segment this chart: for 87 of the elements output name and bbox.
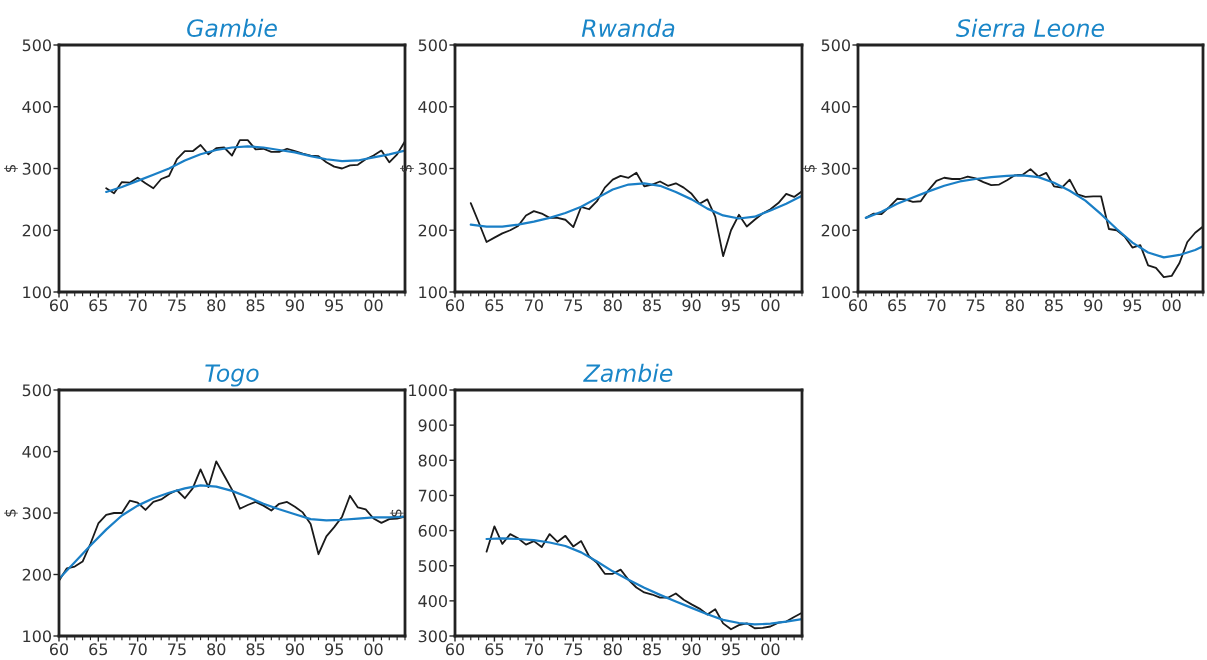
x-tick-label: 75 (564, 299, 583, 312)
y-tick-label: 500 (821, 39, 850, 52)
y-axis-title: $ (4, 509, 18, 517)
x-tick-label: 90 (682, 643, 701, 656)
y-tick-label: 100 (23, 630, 51, 643)
y-tick-label: 400 (22, 445, 51, 458)
y-tick-label: 300 (418, 630, 447, 643)
y-tick-label: 400 (821, 100, 850, 114)
y-tick-label: 700 (418, 489, 447, 502)
y-tick-label: 500 (22, 39, 51, 52)
line-series (485, 537, 802, 626)
x-tick-label: 85 (643, 299, 661, 312)
chart-title: Gambie (187, 18, 277, 37)
y-tick-label: 900 (418, 419, 447, 432)
line-series (864, 174, 1203, 259)
x-tick-label: 85 (246, 643, 265, 656)
x-tick-label: 00 (761, 643, 780, 656)
y-tick-label: 400 (22, 100, 51, 114)
y-tick-label: 300 (22, 162, 51, 175)
x-tick-label: 85 (643, 643, 661, 656)
x-tick-label: 60 (848, 299, 868, 312)
y-axis-title: $ (803, 164, 817, 173)
x-tick-label: 80 (1005, 299, 1024, 312)
x-tick-label: 60 (49, 299, 69, 312)
y-tick-label: 200 (22, 568, 51, 581)
x-tick-label: 70 (128, 643, 147, 656)
y-tick-label: 100 (419, 286, 447, 299)
y-tick-label: 400 (418, 595, 447, 608)
x-tick-label: 00 (1162, 299, 1181, 312)
x-tick-label: 65 (89, 643, 108, 656)
x-tick-label: 90 (1084, 299, 1103, 312)
x-tick-label: 80 (603, 643, 622, 656)
y-tick-label: 500 (22, 384, 51, 397)
chart-title: Rwanda (581, 18, 675, 37)
x-tick-label: 65 (888, 299, 906, 312)
y-tick-label: 500 (418, 39, 447, 52)
y-tick-label: 200 (821, 224, 850, 237)
y-tick-label: 200 (418, 224, 447, 237)
x-tick-label: 70 (128, 299, 147, 312)
x-tick-label: 65 (89, 299, 108, 312)
y-tick-label: 400 (418, 100, 447, 114)
x-tick-label: 85 (1044, 299, 1063, 312)
x-tick-label: 75 (168, 643, 186, 656)
y-tick-label: 500 (418, 559, 447, 573)
x-tick-label: 90 (285, 643, 305, 656)
x-tick-label: 85 (246, 299, 265, 312)
y-tick-label: 300 (22, 507, 51, 520)
x-tick-label: 90 (285, 299, 305, 312)
y-tick-label: 300 (418, 162, 447, 175)
x-tick-label: 90 (682, 299, 701, 312)
x-tick-label: 80 (207, 299, 226, 312)
y-tick-label: 1000 (409, 384, 447, 397)
x-tick-label: 80 (603, 299, 622, 312)
y-axis-title: $ (4, 164, 18, 173)
y-axis-title: $ (389, 509, 404, 517)
line-series (59, 484, 405, 580)
x-tick-label: 95 (721, 643, 740, 656)
y-tick-label: 100 (822, 286, 850, 299)
line-series (469, 182, 802, 228)
x-tick-label: 75 (564, 643, 583, 656)
x-tick-label: 65 (485, 299, 504, 312)
x-tick-label: 75 (966, 299, 985, 312)
chart-title: Zambie (583, 363, 673, 382)
x-tick-label: 70 (525, 643, 543, 656)
y-tick-label: 100 (23, 286, 51, 299)
x-tick-label: 80 (207, 643, 226, 656)
chart-title: Togo (205, 364, 259, 387)
x-tick-label: 95 (721, 299, 740, 312)
x-tick-label: 00 (761, 299, 780, 312)
x-tick-label: 70 (927, 299, 946, 312)
y-tick-label: 200 (22, 224, 51, 237)
x-tick-label: 60 (445, 643, 465, 656)
x-tick-label: 95 (325, 643, 343, 656)
x-tick-label: 65 (485, 643, 504, 656)
x-tick-label: 00 (364, 643, 383, 656)
chart-title: Sierra Leone (956, 18, 1104, 37)
y-tick-label: 300 (821, 162, 850, 175)
x-tick-label: 95 (1123, 299, 1142, 312)
x-tick-label: 75 (168, 299, 186, 312)
y-tick-label: 800 (418, 454, 447, 467)
x-tick-label: 00 (364, 299, 383, 312)
x-tick-label: 70 (525, 299, 543, 312)
x-tick-label: 60 (49, 643, 69, 656)
y-tick-label: 600 (418, 524, 447, 537)
x-tick-label: 60 (445, 299, 465, 312)
x-tick-label: 95 (325, 299, 343, 312)
y-axis-title: $ (400, 164, 414, 173)
